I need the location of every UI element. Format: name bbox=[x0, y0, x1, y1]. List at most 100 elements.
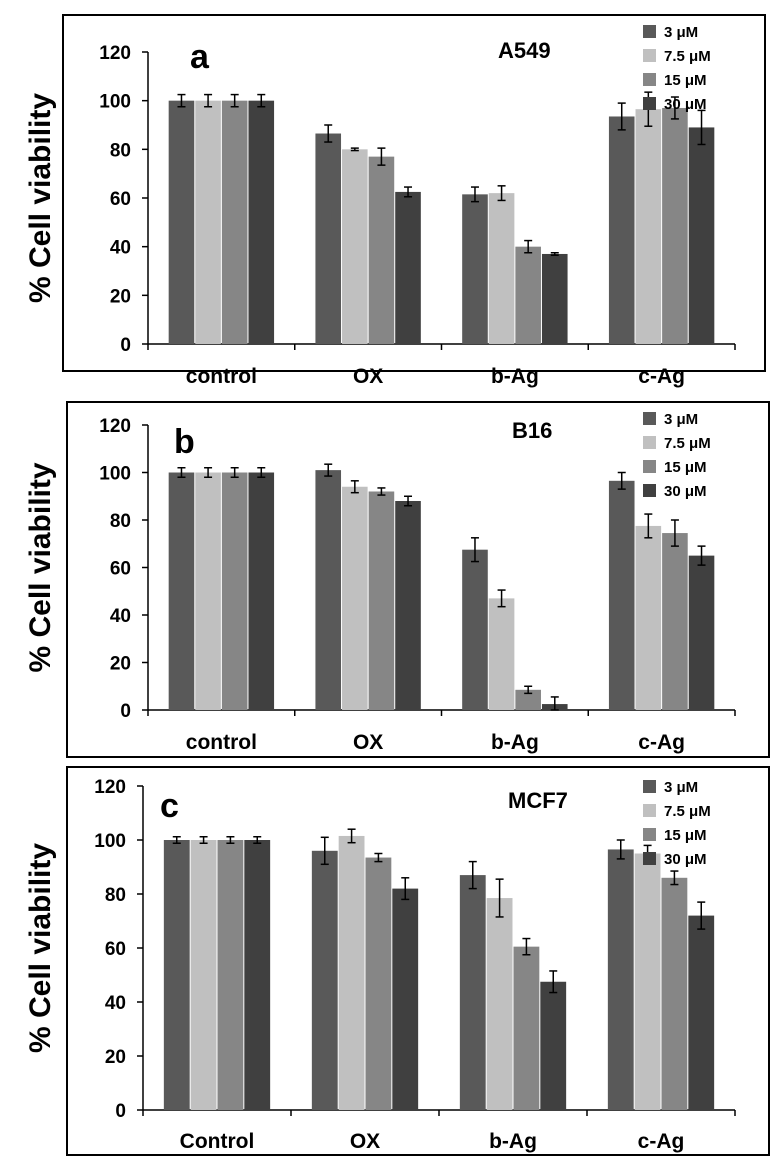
y-tick-label: 60 bbox=[110, 559, 131, 580]
panel-frame bbox=[66, 766, 770, 1156]
y-tick-label: 20 bbox=[110, 286, 131, 307]
y-tick-label: 60 bbox=[110, 189, 131, 210]
legend-label: 3 μM bbox=[664, 24, 698, 41]
x-category-label: b-Ag bbox=[491, 731, 539, 754]
x-category-label: control bbox=[186, 365, 257, 388]
bar bbox=[541, 253, 568, 344]
chart-panel-b: 0 20 40 60 80 100 120 % Cell viability control OX… bbox=[24, 401, 770, 758]
legend: 3 μM 7.5 μM 15 μM 30 μM bbox=[643, 411, 711, 500]
legend-swatch bbox=[643, 97, 656, 110]
bar bbox=[163, 840, 190, 1110]
bar bbox=[395, 191, 421, 344]
y-tick-label: 40 bbox=[110, 606, 131, 627]
chart-title: B16 bbox=[512, 418, 552, 443]
x-category-label: c-Ag bbox=[638, 1130, 685, 1153]
panel-frame bbox=[66, 401, 770, 758]
bar bbox=[315, 470, 342, 710]
legend-swatch bbox=[643, 460, 656, 473]
y-tick-label: 120 bbox=[99, 416, 131, 437]
y-tick-label: 80 bbox=[110, 511, 131, 532]
legend-swatch bbox=[643, 412, 656, 425]
legend-label: 15 μM bbox=[664, 827, 707, 844]
bar bbox=[515, 689, 541, 710]
legend-swatch bbox=[643, 436, 656, 449]
legend: 3 μM 7.5 μM 15 μM 30 μM bbox=[643, 779, 711, 868]
bar bbox=[662, 107, 688, 344]
bar bbox=[488, 598, 515, 710]
bar bbox=[462, 549, 488, 710]
bar bbox=[368, 491, 395, 710]
x-category-label: OX bbox=[350, 1130, 380, 1153]
legend-swatch bbox=[643, 780, 656, 793]
legend-swatch bbox=[643, 25, 656, 38]
y-tick-label: 20 bbox=[110, 654, 131, 675]
bar bbox=[365, 857, 392, 1110]
x-category-label: b-Ag bbox=[489, 1130, 537, 1153]
bar bbox=[168, 472, 195, 710]
legend-label: 15 μM bbox=[664, 459, 707, 476]
x-category-label: control bbox=[186, 731, 257, 754]
bar bbox=[488, 193, 515, 344]
legend-label: 7.5 μM bbox=[664, 48, 711, 65]
x-category-label: c-Ag bbox=[638, 365, 685, 388]
bar bbox=[662, 533, 688, 710]
bar bbox=[195, 472, 221, 710]
chart-panel-c: 0 20 40 60 80 100 120 % Cell viability Control OX… bbox=[24, 766, 770, 1156]
legend-label: 3 μM bbox=[664, 411, 698, 428]
bar bbox=[338, 835, 365, 1110]
bar bbox=[459, 875, 486, 1110]
legend-label: 30 μM bbox=[664, 851, 707, 868]
bar bbox=[607, 849, 634, 1110]
y-tick-label: 100 bbox=[94, 831, 126, 852]
y-tick-label: 60 bbox=[105, 939, 126, 960]
bar bbox=[311, 850, 338, 1110]
bar bbox=[634, 853, 661, 1110]
panel-letter: b bbox=[174, 423, 195, 461]
chart-title: A549 bbox=[498, 38, 551, 63]
bar bbox=[168, 100, 195, 345]
x-category-label: b-Ag bbox=[491, 365, 539, 388]
bar bbox=[392, 888, 419, 1110]
bar bbox=[195, 100, 221, 345]
bar bbox=[608, 480, 635, 710]
legend-swatch bbox=[643, 828, 656, 841]
y-tick-label: 100 bbox=[99, 464, 131, 485]
y-tick-label: 20 bbox=[105, 1047, 126, 1068]
y-tick-label: 100 bbox=[99, 92, 131, 113]
bar bbox=[635, 109, 662, 344]
bar bbox=[513, 946, 540, 1110]
y-axis-label: % Cell viability bbox=[24, 462, 57, 672]
bar bbox=[540, 981, 567, 1110]
bar bbox=[315, 133, 342, 344]
bar bbox=[342, 149, 368, 344]
legend-label: 3 μM bbox=[664, 779, 698, 796]
legend-label: 30 μM bbox=[664, 96, 707, 113]
bar bbox=[248, 472, 275, 710]
bar bbox=[342, 486, 368, 710]
y-tick-label: 0 bbox=[115, 1101, 126, 1122]
bar bbox=[635, 525, 662, 710]
y-tick-label: 80 bbox=[105, 885, 126, 906]
y-tick-label: 40 bbox=[110, 238, 131, 259]
bar bbox=[608, 116, 635, 344]
panel-frame bbox=[62, 14, 766, 372]
legend-label: 7.5 μM bbox=[664, 435, 711, 452]
bar bbox=[368, 156, 395, 344]
y-tick-label: 0 bbox=[120, 701, 131, 722]
legend-swatch bbox=[643, 49, 656, 62]
y-tick-label: 0 bbox=[120, 335, 131, 356]
y-tick-label: 40 bbox=[105, 993, 126, 1014]
bar bbox=[462, 194, 488, 344]
legend-swatch bbox=[643, 73, 656, 86]
bar bbox=[515, 246, 541, 344]
bar bbox=[688, 555, 715, 710]
bar bbox=[688, 915, 715, 1110]
x-category-label: OX bbox=[353, 365, 383, 388]
y-tick-label: 80 bbox=[110, 140, 131, 161]
legend-label: 7.5 μM bbox=[664, 803, 711, 820]
legend-swatch bbox=[643, 804, 656, 817]
y-tick-label: 120 bbox=[94, 777, 126, 798]
bar bbox=[221, 472, 248, 710]
legend-label: 15 μM bbox=[664, 72, 707, 89]
